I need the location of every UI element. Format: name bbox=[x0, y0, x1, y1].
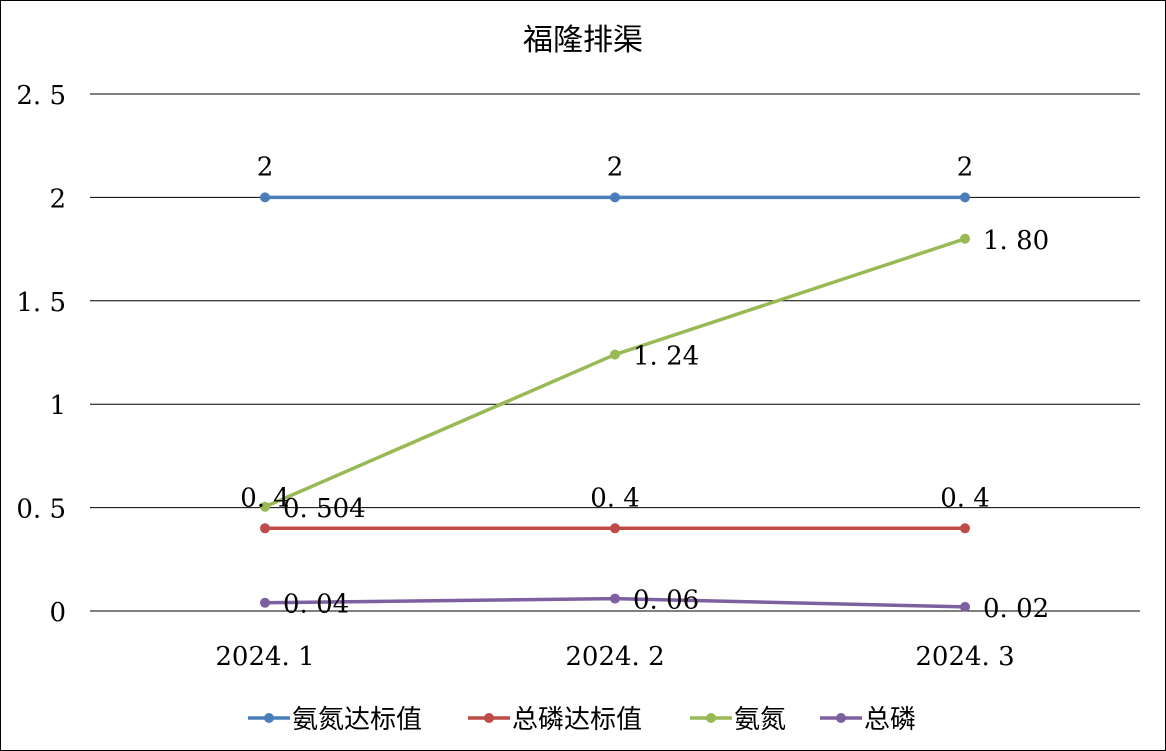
data-label: 1. 24 bbox=[633, 342, 699, 372]
data-label: 0. 4 bbox=[940, 483, 990, 513]
data-label: 0. 04 bbox=[283, 590, 349, 620]
legend: 氨氮达标值 总磷达标值 氨氮 总磷 bbox=[248, 705, 916, 735]
data-point bbox=[960, 523, 970, 534]
legend-entry: 氨氮达标值 bbox=[292, 705, 422, 735]
y-tick-label: 2. 5 bbox=[16, 81, 66, 111]
y-axis: 0 0. 5 1 1. 5 2 2. 5 bbox=[16, 81, 66, 628]
y-tick-label: 0. 5 bbox=[16, 495, 66, 525]
data-point bbox=[610, 349, 620, 360]
data-point bbox=[610, 593, 620, 604]
data-point bbox=[610, 192, 620, 203]
y-tick-label: 1 bbox=[49, 391, 66, 421]
x-tick-label: 2024. 1 bbox=[215, 642, 314, 672]
data-label: 2 bbox=[257, 152, 274, 182]
legend-entry: 总磷达标值 bbox=[512, 705, 642, 735]
x-tick-label: 2024. 3 bbox=[915, 642, 1014, 672]
data-point bbox=[960, 192, 970, 203]
data-point bbox=[260, 523, 270, 534]
legend-marker bbox=[484, 713, 494, 723]
data-point bbox=[260, 597, 270, 608]
data-point bbox=[960, 233, 970, 244]
y-tick-label: 0 bbox=[49, 598, 66, 628]
data-point bbox=[260, 192, 270, 203]
y-tick-label: 1. 5 bbox=[16, 288, 66, 318]
data-label: 1. 80 bbox=[983, 226, 1049, 256]
data-point bbox=[960, 601, 970, 612]
legend-marker bbox=[836, 713, 846, 723]
x-axis: 2024. 1 2024. 2 2024. 3 bbox=[215, 642, 1014, 672]
data-point bbox=[610, 523, 620, 534]
y-tick-label: 2 bbox=[49, 184, 66, 214]
series-line bbox=[264, 237, 966, 509]
legend-entry: 氨氮 bbox=[734, 705, 786, 735]
chart-title: 福隆排渠 bbox=[523, 23, 643, 58]
data-label: 0. 4 bbox=[240, 483, 290, 513]
data-label: 2 bbox=[607, 152, 624, 182]
data-label: 0. 06 bbox=[633, 586, 699, 616]
legend-marker bbox=[706, 713, 716, 723]
legend-marker bbox=[264, 713, 274, 723]
series-lines bbox=[260, 192, 970, 612]
x-tick-label: 2024. 2 bbox=[565, 642, 664, 672]
data-point bbox=[260, 501, 270, 512]
data-label: 0. 02 bbox=[983, 594, 1049, 624]
data-label: 2 bbox=[957, 152, 974, 182]
legend-entry: 总磷 bbox=[864, 705, 916, 735]
data-label: 0. 504 bbox=[283, 494, 366, 524]
data-label: 0. 4 bbox=[590, 483, 640, 513]
